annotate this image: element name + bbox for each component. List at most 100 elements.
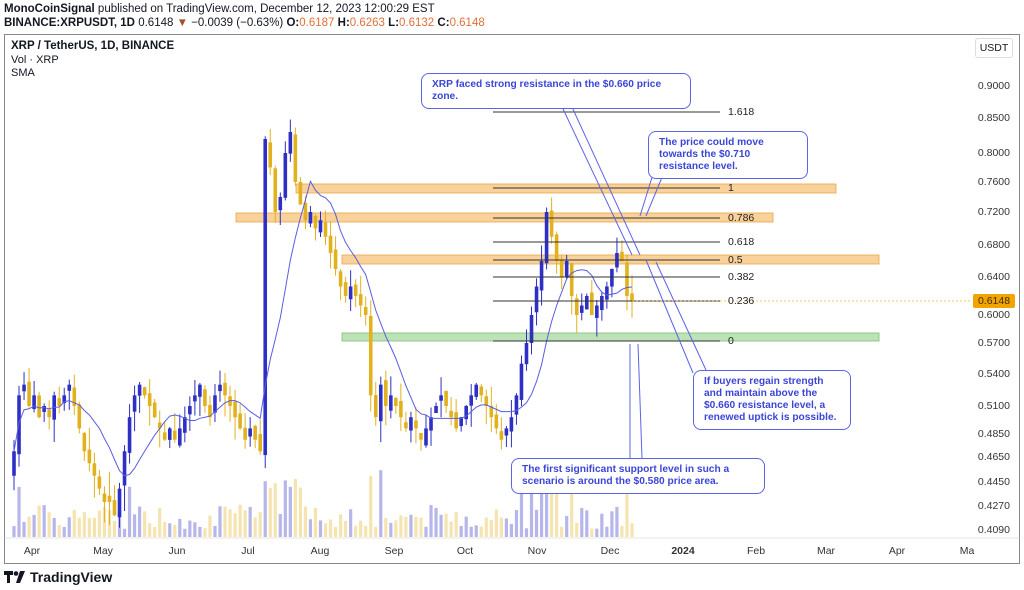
volume-bar	[233, 513, 237, 537]
volume-bar	[333, 526, 338, 537]
candle-body	[183, 417, 187, 433]
volume-bar	[52, 517, 56, 537]
candle-body	[117, 488, 122, 518]
volume-bar	[469, 526, 473, 537]
volume-bar	[605, 526, 609, 537]
tradingview-logo[interactable]: TradingView	[4, 569, 112, 585]
callout-move-to-710[interactable]: The price could move towards the $0.710 …	[648, 131, 808, 179]
volume-bar	[132, 514, 137, 537]
candle-body	[167, 428, 172, 440]
volume-bar	[384, 517, 388, 537]
volume-bar	[138, 506, 142, 537]
callout-resistance-660[interactable]: XRP faced strong resistance in the $0.66…	[421, 73, 691, 109]
volume-bar	[499, 517, 503, 537]
volume-bar	[615, 506, 619, 537]
volume-bar	[203, 528, 207, 537]
candle-body	[137, 384, 142, 396]
volume-bar	[183, 528, 187, 537]
volume-bar	[514, 510, 519, 537]
volume-bar	[539, 465, 544, 537]
x-tick-label: Nov	[527, 545, 547, 557]
volume-bar	[550, 479, 554, 537]
volume-bar	[72, 510, 76, 537]
volume-bar	[62, 527, 66, 537]
volume-bar	[263, 481, 267, 537]
candle-body	[378, 384, 383, 422]
candle-body	[92, 463, 97, 476]
candle-body	[429, 417, 433, 431]
volume-bar	[349, 509, 353, 537]
candle-body	[288, 132, 293, 154]
volume-bar	[173, 524, 177, 537]
legend-volume[interactable]: Vol · XRP	[11, 53, 59, 66]
high-label: H:	[337, 17, 350, 29]
callout-support-580[interactable]: The first significant support level in s…	[511, 458, 765, 494]
candle-body	[198, 384, 202, 397]
last-price: 0.6148	[138, 17, 174, 29]
candle-body	[162, 432, 167, 440]
volume-bar	[489, 520, 493, 537]
legend-sma[interactable]: SMA	[11, 67, 35, 79]
candle-body	[323, 222, 328, 237]
volume-bar	[328, 519, 333, 537]
y-tick-label: 0.4270	[977, 500, 1010, 512]
x-tick-label: Mar	[816, 545, 836, 557]
volume-bar	[504, 518, 508, 537]
publish-date: published on TradingView.com, December 1…	[97, 3, 435, 15]
candle-body	[308, 212, 313, 224]
volume-bar	[379, 470, 383, 537]
callout-renewed-uptick[interactable]: If buyers regain strength and maintain a…	[693, 370, 851, 430]
candle-body	[529, 315, 534, 344]
candle-body	[479, 386, 484, 396]
candle-body	[343, 282, 348, 296]
candle-body	[499, 431, 504, 440]
volume-bar	[102, 507, 107, 537]
candle-body	[584, 296, 589, 310]
volume-bar	[208, 515, 212, 537]
currency-button[interactable]: USDT	[975, 38, 1013, 58]
candle-body	[243, 427, 247, 440]
volume-bar	[419, 517, 423, 537]
candle-body	[434, 406, 438, 414]
y-tick-label: 0.4850	[977, 428, 1010, 440]
open-value: 0.6187	[299, 17, 335, 29]
chart-frame[interactable]	[4, 34, 1020, 564]
volume-bar	[153, 526, 157, 537]
volume-bar	[429, 504, 433, 537]
volume-bar	[454, 511, 458, 537]
candle-body	[399, 400, 403, 418]
candle-body	[519, 363, 524, 400]
x-tick-label: Ma	[959, 545, 975, 557]
volume-bar	[580, 507, 584, 537]
candle-body	[67, 384, 72, 391]
y-tick-label: 0.8000	[977, 147, 1010, 159]
candle-body	[293, 134, 298, 182]
volume-bar	[509, 523, 514, 537]
candle-body	[384, 380, 388, 406]
x-tick-label: Feb	[746, 545, 766, 557]
volume-bar	[424, 526, 428, 537]
volume-bar	[258, 512, 262, 537]
legend-title: XRP / TetherUS, 1D, BINANCE	[11, 40, 175, 52]
volume-bar	[529, 488, 534, 537]
brand-name: TradingView	[30, 569, 113, 585]
volume-bar	[77, 517, 81, 537]
volume-bar	[228, 509, 232, 537]
volume-bar	[595, 528, 599, 537]
candle-body	[444, 390, 448, 406]
candle-body	[132, 395, 137, 412]
volume-bar	[127, 486, 132, 537]
y-tick-label: 0.9000	[977, 80, 1010, 92]
chart-legend: XRP / TetherUS, 1D, BINANCE Vol · XRP SM…	[11, 40, 174, 81]
volume-bar	[87, 518, 91, 537]
volume-bar	[404, 516, 408, 537]
candle-body	[559, 260, 564, 277]
candle-body	[554, 234, 559, 261]
volume-bar	[590, 528, 594, 537]
volume-bar	[479, 526, 483, 537]
candle-body	[509, 417, 514, 432]
volume-bar	[439, 514, 443, 537]
volume-bar	[107, 510, 112, 537]
candle-body	[147, 393, 152, 406]
